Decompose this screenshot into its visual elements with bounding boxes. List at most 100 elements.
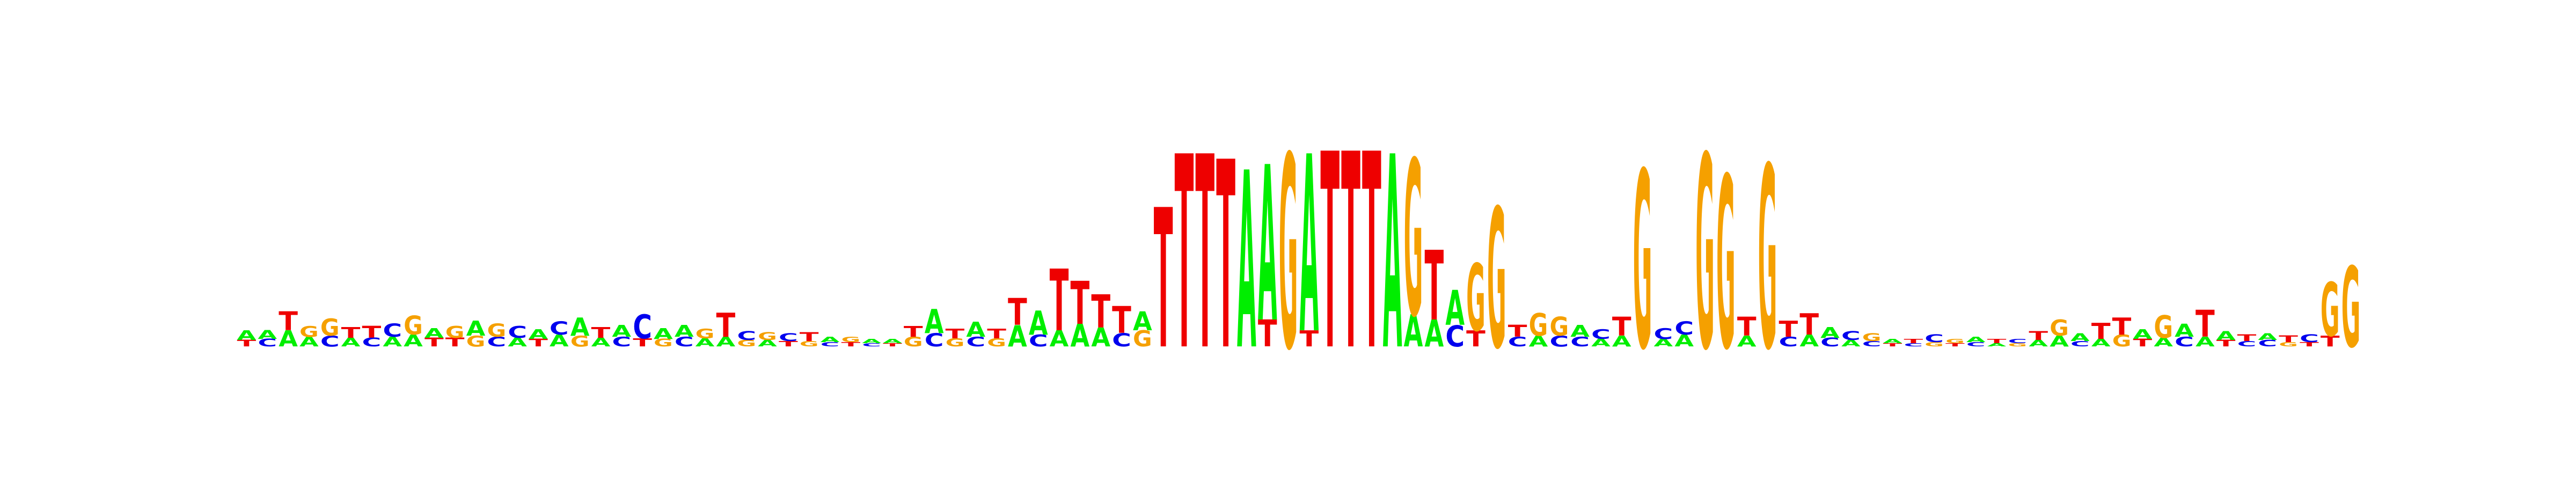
logo-letter-a: A [550, 332, 569, 351]
logo-letter-c: C [383, 320, 402, 341]
logo-letter-c: C [2175, 335, 2194, 350]
logo-letter-c: C [779, 331, 798, 343]
logo-letter-t: T [1612, 311, 1631, 342]
logo-letter-t: T [716, 307, 735, 345]
logo-letter-c: C [487, 335, 506, 350]
logo-letter-t: T [529, 337, 548, 349]
logo-letter-a: A [1445, 280, 1465, 336]
logo-letter-t: T [591, 324, 611, 341]
logo-letter-c: C [1674, 317, 1694, 339]
logo-letter-c: C [2300, 332, 2319, 344]
logo-letter-g: G [696, 327, 715, 342]
logo-letter-a: A [2196, 334, 2215, 350]
logo-letter-a: A [1529, 333, 1548, 350]
logo-letter-c: C [1924, 332, 1944, 344]
logo-letter-t: T [1779, 316, 1798, 342]
logo-letter-a: A [591, 335, 611, 349]
logo-letter-t: T [1508, 322, 1527, 340]
logo-letter-t: T [883, 342, 902, 347]
logo-letter-t: T [2091, 318, 2111, 344]
logo-letter-c: C [1029, 331, 1048, 351]
logo-letter-g: G [904, 335, 923, 350]
logo-letter-a: A [1570, 322, 1590, 341]
logo-letter-c: C [925, 329, 944, 351]
logo-letter-c: C [862, 343, 881, 347]
logo-letter-c: C [2258, 338, 2277, 349]
logo-letter-c: C [1112, 329, 1131, 351]
logo-letter-t: T [1799, 307, 1819, 342]
logo-letter-g: G [2008, 343, 2028, 347]
logo-letter-a: A [1091, 323, 1110, 353]
logo-letter-c: C [1966, 341, 1986, 348]
logo-letter-t: T [1300, 326, 1319, 352]
logo-letter-c: C [2237, 340, 2257, 349]
logo-letter-a: A [1008, 319, 1027, 353]
logo-letter-c: C [1841, 329, 1861, 343]
logo-letter-g: G [487, 320, 506, 341]
logo-letter-g: G [1529, 308, 1548, 344]
logo-letter-g: G [2321, 267, 2340, 353]
logo-letter-t: T [2112, 313, 2132, 340]
logo-letter-g: G [1633, 121, 1652, 404]
logo-letter-g: G [2050, 315, 2069, 341]
logo-letter-c: C [362, 336, 381, 350]
logo-letter-t: T [2196, 303, 2215, 346]
logo-letter-c: C [1904, 343, 1923, 347]
logo-letter-a: A [1300, 105, 1319, 388]
logo-letter-a: A [466, 317, 486, 341]
logo-letter-g: G [1487, 169, 1506, 391]
logo-letter-a: A [1966, 336, 1986, 344]
logo-letter-g: G [466, 332, 486, 350]
logo-letter-a: A [508, 335, 527, 349]
logo-letter-a: A [1258, 122, 1277, 370]
logo-letter-g: G [1716, 129, 1736, 402]
logo-letter-c: C [1570, 335, 1590, 350]
logo-letter-a: A [279, 326, 298, 352]
logo-letter-a: A [1883, 338, 1902, 345]
logo-letter-t: T [1112, 299, 1131, 342]
logo-letter-t: T [1070, 270, 1089, 338]
logo-letter-g: G [1279, 100, 1298, 409]
logo-letter-c: C [612, 335, 631, 350]
logo-letter-t: T [2216, 338, 2236, 349]
logo-letter-g: G [654, 337, 673, 349]
logo-letter-g: G [320, 314, 340, 342]
logo-letter-t: T [1175, 101, 1194, 409]
logo-letter-a: A [2133, 327, 2152, 342]
logo-letter-a: A [612, 322, 631, 341]
logo-letter-g: G [946, 336, 965, 349]
logo-letter-c: C [1445, 320, 1465, 353]
logo-letter-g: G [1862, 331, 1882, 343]
logo-letter-c: C [1549, 333, 1569, 350]
logo-letter-a: A [654, 325, 673, 343]
logo-letter-t: T [341, 324, 361, 341]
logo-letter-c: C [1508, 335, 1527, 350]
logo-letter-a: A [2154, 335, 2173, 349]
logo-letter-a: A [2216, 329, 2236, 343]
logo-letter-t: T [425, 336, 444, 349]
logo-letter-a: A [716, 334, 735, 350]
logo-letter-a: A [1674, 332, 1694, 351]
logo-letter-a: A [821, 336, 840, 344]
logo-letter-c: C [737, 329, 756, 343]
logo-letter-a: A [1383, 100, 1402, 409]
logo-letter-t: T [946, 326, 965, 342]
logo-letter-t: T [445, 336, 465, 349]
logo-letter-t: T [2300, 341, 2319, 348]
logo-letter-c: C [2008, 338, 2028, 345]
logo-letter-t: T [237, 338, 257, 349]
logo-letter-a: A [925, 302, 944, 340]
logo-letter-g: G [2279, 341, 2298, 347]
logo-letter-a: A [2070, 332, 2090, 344]
logo-letter-t: T [841, 341, 860, 348]
logo-letter-t: T [1362, 97, 1381, 410]
logo-letter-a: A [696, 337, 715, 350]
logo-letter-t: T [2237, 333, 2257, 343]
logo-letter-a: A [1737, 333, 1757, 350]
logo-letter-g: G [800, 339, 819, 348]
logo-letter-g: G [2112, 331, 2132, 350]
logo-letter-a: A [1591, 337, 1611, 349]
logo-letter-a: A [758, 338, 777, 349]
logo-letter-c: C [633, 308, 652, 346]
logo-letter-g: G [445, 323, 465, 342]
